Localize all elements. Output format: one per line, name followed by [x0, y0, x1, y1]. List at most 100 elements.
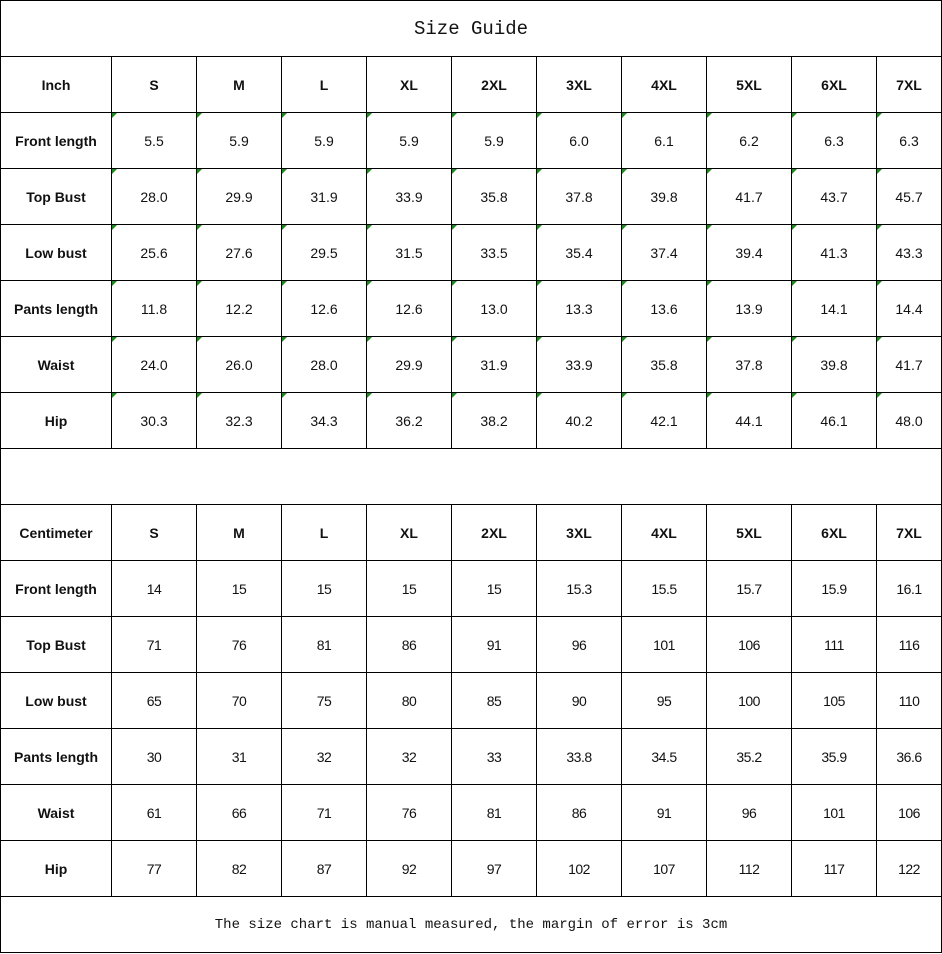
measurement-value: 31.9	[451, 336, 537, 393]
measurement-value: 39.8	[791, 336, 877, 393]
table-row: Top Bust 28.0 29.9 31.9 33.9 35.8 37.8 39.8 41.7…	[0, 168, 942, 225]
measurement-value: 15	[451, 560, 537, 617]
measurement-label: Front length	[0, 560, 112, 617]
measurement-value: 6.2	[706, 112, 792, 169]
measurement-value: 81	[281, 616, 367, 673]
size-header: 5XL	[706, 504, 792, 561]
measurement-value: 46.1	[791, 392, 877, 449]
size-header: S	[111, 56, 197, 113]
measurement-value: 6.3	[875, 112, 942, 169]
measurement-value: 28.0	[111, 168, 197, 225]
measurement-value: 28.0	[281, 336, 367, 393]
measurement-value: 35.2	[706, 728, 792, 785]
measurement-value: 71	[111, 616, 197, 673]
measurement-value: 6.0	[536, 112, 622, 169]
size-header: M	[196, 56, 282, 113]
measurement-value: 12.6	[366, 280, 452, 337]
measurement-value: 112	[706, 840, 792, 897]
measurement-value: 13.9	[706, 280, 792, 337]
measurement-value: 81	[451, 784, 537, 841]
measurement-value: 87	[281, 840, 367, 897]
measurement-value: 39.4	[706, 224, 792, 281]
measurement-value: 38.2	[451, 392, 537, 449]
measurement-value: 31	[196, 728, 282, 785]
measurement-value: 33.9	[366, 168, 452, 225]
measurement-value: 25.6	[111, 224, 197, 281]
measurement-value: 33	[451, 728, 537, 785]
table-row: Waist 61 66 71 76 81 86 91 96 101 106	[0, 784, 942, 841]
measurement-value: 15	[196, 560, 282, 617]
table-row: Low bust 65 70 75 80 85 90 95 100 105 110	[0, 672, 942, 729]
measurement-value: 29.9	[366, 336, 452, 393]
footer-row: The size chart is manual measured, the m…	[0, 896, 942, 953]
measurement-value: 86	[366, 616, 452, 673]
size-header: XL	[366, 56, 452, 113]
measurement-value: 34.3	[281, 392, 367, 449]
measurement-value: 15	[281, 560, 367, 617]
centimeter-header-row: Centimeter S M L XL 2XL 3XL 4XL 5XL 6XL 7XL	[0, 504, 942, 561]
size-header: 6XL	[791, 504, 877, 561]
measurement-value: 29.9	[196, 168, 282, 225]
measurement-value: 31.5	[366, 224, 452, 281]
measurement-value: 76	[366, 784, 452, 841]
measurement-value: 43.3	[875, 224, 942, 281]
measurement-value: 106	[706, 616, 792, 673]
measurement-value: 11.8	[111, 280, 197, 337]
measurement-value: 37.4	[621, 224, 707, 281]
measurement-label: Front length	[0, 112, 112, 169]
table-row: Top Bust 71 76 81 86 91 96 101 106 111 116	[0, 616, 942, 673]
measurement-value: 5.9	[196, 112, 282, 169]
measurement-value: 15.9	[791, 560, 877, 617]
measurement-value: 24.0	[111, 336, 197, 393]
measurement-value: 106	[875, 784, 942, 841]
measurement-value: 65	[111, 672, 197, 729]
table-row: Front length 5.5 5.9 5.9 5.9 5.9 6.0 6.1 6.2 6.3 6…	[0, 112, 942, 169]
measurement-value: 101	[621, 616, 707, 673]
measurement-value: 105	[791, 672, 877, 729]
measurement-value: 39.8	[621, 168, 707, 225]
page-title: Size Guide	[0, 0, 942, 57]
measurement-value: 42.1	[621, 392, 707, 449]
measurement-value: 107	[621, 840, 707, 897]
measurement-value: 92	[366, 840, 452, 897]
measurement-value: 30	[111, 728, 197, 785]
measurement-label: Pants length	[0, 728, 112, 785]
footer-note: The size chart is manual measured, the m…	[0, 896, 942, 953]
measurement-value: 85	[451, 672, 537, 729]
measurement-value: 5.9	[366, 112, 452, 169]
measurement-value: 116	[875, 616, 942, 673]
measurement-value: 37.8	[536, 168, 622, 225]
measurement-value: 32	[366, 728, 452, 785]
measurement-value: 35.8	[451, 168, 537, 225]
size-header: L	[281, 56, 367, 113]
measurement-value: 5.9	[281, 112, 367, 169]
measurement-value: 48.0	[875, 392, 942, 449]
measurement-value: 100	[706, 672, 792, 729]
measurement-value: 27.6	[196, 224, 282, 281]
size-header: 4XL	[621, 56, 707, 113]
measurement-value: 33.9	[536, 336, 622, 393]
measurement-value: 34.5	[621, 728, 707, 785]
size-header: 3XL	[536, 56, 622, 113]
size-header: S	[111, 504, 197, 561]
spacer-cell	[0, 448, 942, 505]
measurement-value: 80	[366, 672, 452, 729]
measurement-value: 91	[451, 616, 537, 673]
size-header: 7XL	[875, 504, 942, 561]
measurement-value: 61	[111, 784, 197, 841]
measurement-value: 96	[706, 784, 792, 841]
measurement-value: 66	[196, 784, 282, 841]
measurement-value: 110	[875, 672, 942, 729]
measurement-value: 15.7	[706, 560, 792, 617]
size-header: 2XL	[451, 504, 537, 561]
size-header: 2XL	[451, 56, 537, 113]
measurement-value: 44.1	[706, 392, 792, 449]
measurement-value: 41.7	[875, 336, 942, 393]
measurement-value: 30.3	[111, 392, 197, 449]
inch-unit-label: Inch	[0, 56, 112, 113]
measurement-label: Low bust	[0, 672, 112, 729]
measurement-label: Pants length	[0, 280, 112, 337]
table-row: Hip 77 82 87 92 97 102 107 112 117 122	[0, 840, 942, 897]
table-row: Waist 24.0 26.0 28.0 29.9 31.9 33.9 35.8 37.8 39.…	[0, 336, 942, 393]
